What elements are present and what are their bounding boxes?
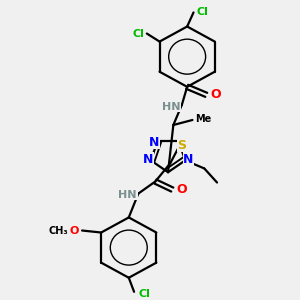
Text: N: N: [149, 136, 159, 149]
Text: S: S: [177, 139, 186, 152]
Text: O: O: [176, 183, 187, 196]
Text: N: N: [183, 153, 194, 166]
Text: CH₃: CH₃: [49, 226, 68, 236]
Text: O: O: [211, 88, 221, 101]
Text: HN: HN: [162, 102, 181, 112]
Text: Cl: Cl: [196, 8, 208, 17]
Text: Me: Me: [195, 114, 211, 124]
Text: Cl: Cl: [139, 289, 151, 299]
Text: HN: HN: [118, 190, 137, 200]
Text: N: N: [142, 153, 153, 166]
Text: O: O: [70, 226, 79, 236]
Text: Cl: Cl: [132, 28, 144, 38]
